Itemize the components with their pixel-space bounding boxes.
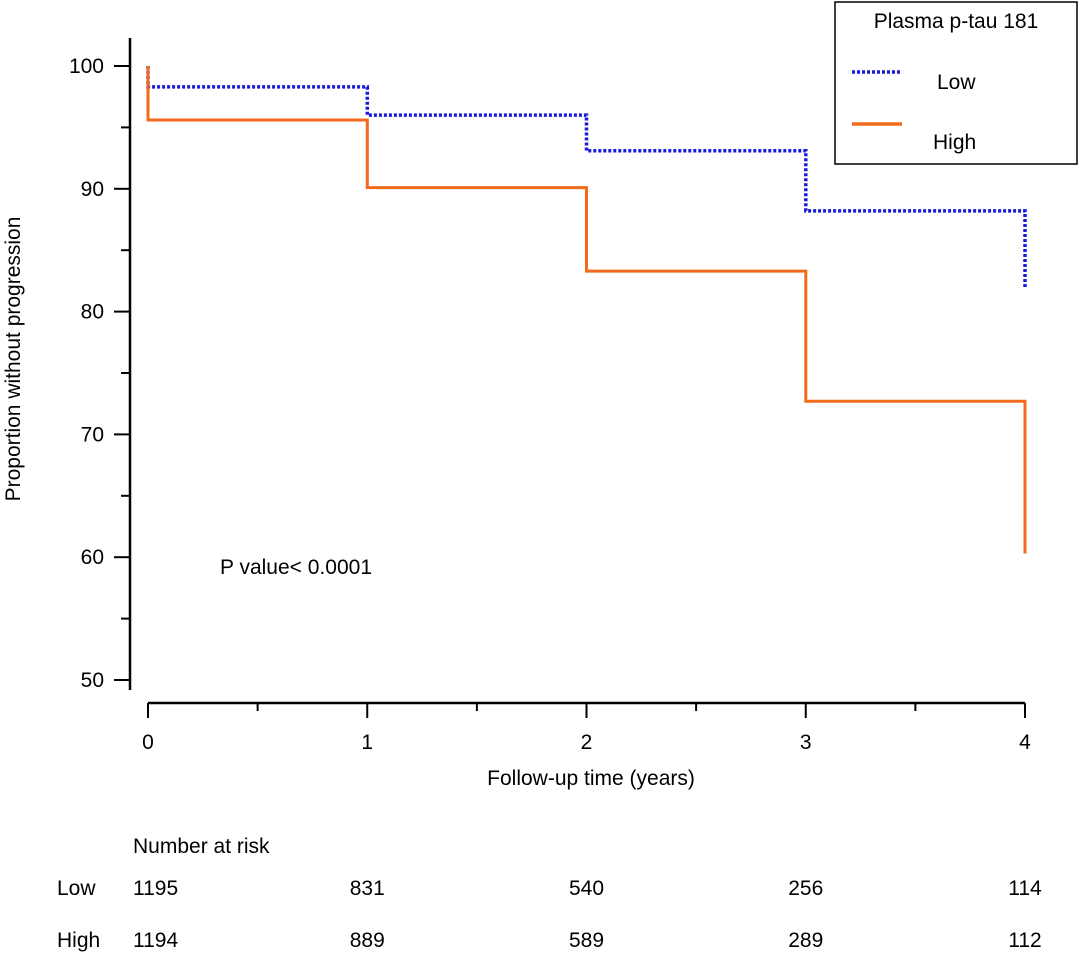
series-layer <box>146 66 1027 554</box>
y-axis-label: Proportion without progression <box>2 217 25 502</box>
risk-row-label-high: High <box>57 929 100 952</box>
legend: Plasma p-tau 181 Low High <box>834 1 1078 165</box>
y-ticks: 50 60 70 80 90 100 <box>69 55 130 692</box>
y-tick-label: 90 <box>81 178 104 201</box>
risk-value-low: 114 <box>1008 877 1042 900</box>
series-high-line <box>146 66 1027 554</box>
risk-value-high: 889 <box>350 929 385 952</box>
risk-value-high: 1194 <box>133 929 178 952</box>
risk-values: 1195 831 540 256 114 1194 889 589 289 112 <box>133 877 1042 952</box>
series-low-line <box>146 66 1027 287</box>
risk-value-high: 112 <box>1008 929 1041 952</box>
y-tick-label: 80 <box>81 301 104 324</box>
plot-area: 50 60 70 80 90 100 0 1 2 3 4 <box>69 38 1031 754</box>
risk-table: Number at risk Low High 1195 831 540 256 114… <box>57 835 1042 952</box>
legend-label-low: Low <box>937 71 976 94</box>
risk-value-low: 1195 <box>133 877 178 900</box>
x-tick-label: 0 <box>142 731 154 754</box>
risk-value-high: 589 <box>569 929 604 952</box>
risk-table-title: Number at risk <box>133 835 270 858</box>
legend-title: Plasma p-tau 181 <box>874 10 1039 33</box>
legend-label-high: High <box>933 131 976 154</box>
x-tick-label: 2 <box>581 731 593 754</box>
risk-value-low: 256 <box>788 877 823 900</box>
legend-box <box>834 1 1078 165</box>
risk-value-low: 831 <box>350 877 385 900</box>
x-tick-label: 3 <box>800 731 812 754</box>
risk-value-low: 540 <box>569 877 604 900</box>
risk-row-label-low: Low <box>57 877 96 900</box>
x-tick-label: 1 <box>361 731 373 754</box>
y-tick-label: 70 <box>81 423 104 446</box>
x-tick-label: 4 <box>1019 731 1031 754</box>
x-axis-label: Follow-up time (years) <box>487 767 695 790</box>
y-tick-label: 50 <box>81 669 104 692</box>
y-tick-label: 100 <box>69 55 104 78</box>
x-ticks: 0 1 2 3 4 <box>142 703 1031 754</box>
p-value-annotation: P value< 0.0001 <box>220 556 372 579</box>
y-tick-label: 60 <box>81 546 104 569</box>
risk-value-high: 289 <box>788 929 823 952</box>
